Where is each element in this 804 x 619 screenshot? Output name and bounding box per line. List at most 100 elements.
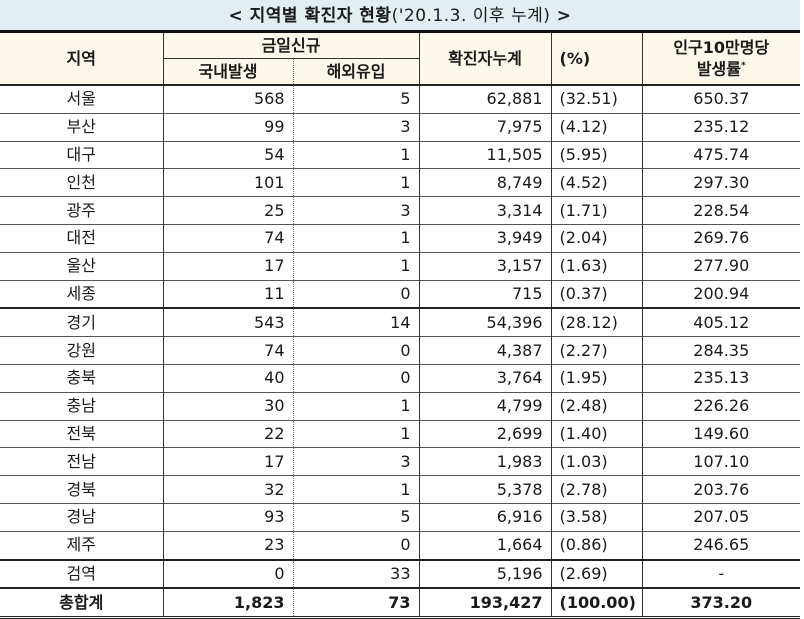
table-row: 인천 101 1 8,749 (4.52) 297.30	[0, 168, 801, 197]
cell-domestic: 568	[162, 83, 294, 114]
cell-region: 경남	[0, 502, 164, 532]
cell-overseas: 5	[292, 502, 420, 532]
cell-domestic: 74	[162, 336, 294, 365]
cell-cumulative: 6,916	[418, 502, 552, 532]
cell-domestic: 0	[162, 558, 294, 589]
cell-rate: 203.76	[641, 475, 801, 504]
cell-rate: 228.54	[641, 196, 801, 225]
cell-domestic: 543	[162, 307, 294, 337]
table-row: 경북 32 1 5,378 (2.78) 203.76	[0, 475, 801, 504]
cell-percent: (1.71)	[550, 196, 643, 225]
cell-percent: (5.95)	[550, 140, 643, 169]
cell-percent: (3.58)	[550, 502, 643, 532]
cell-percent: (2.48)	[550, 391, 643, 421]
cell-cumulative: 8,749	[418, 168, 552, 197]
cell-region: 검역	[0, 558, 164, 589]
cell-percent: (32.51)	[550, 83, 643, 114]
cell-cumulative: 2,699	[418, 419, 552, 448]
cell-percent: (1.95)	[550, 363, 643, 393]
cell-region: 전남	[0, 447, 164, 476]
cell-rate: 246.65	[641, 530, 801, 560]
cell-cumulative: 62,881	[418, 83, 552, 114]
table-row: 서울 568 5 62,881 (32.51) 650.37	[0, 83, 801, 114]
cell-region: 인천	[0, 168, 164, 197]
cell-region: 충북	[0, 363, 164, 393]
cell-cumulative: 1,664	[418, 530, 552, 560]
cell-rate: 235.12	[641, 112, 801, 142]
cell-rate: -	[641, 558, 801, 589]
cell-domestic: 1,823	[162, 587, 294, 619]
cell-domestic: 11	[162, 279, 294, 309]
cell-cumulative: 5,378	[418, 475, 552, 504]
cell-overseas: 33	[292, 558, 420, 589]
header-cumulative: 확진자누계	[418, 30, 552, 85]
table-row: 부산 99 3 7,975 (4.12) 235.12	[0, 112, 801, 142]
cell-overseas: 1	[292, 223, 420, 253]
footnote-marker: *	[740, 60, 746, 71]
cell-region: 강원	[0, 336, 164, 365]
header-rate-line1: 인구10만명당	[673, 37, 770, 57]
cell-region: 제주	[0, 530, 164, 560]
cell-overseas: 3	[292, 196, 420, 225]
table-row: 검역 0 33 5,196 (2.69) -	[0, 558, 801, 589]
header-new-today: 금일신규	[162, 30, 420, 59]
cell-percent: (2.78)	[550, 475, 643, 504]
cell-overseas: 73	[292, 587, 420, 619]
table-row: 경기 543 14 54,396 (28.12) 405.12	[0, 307, 801, 337]
cell-overseas: 1	[292, 140, 420, 169]
cell-percent: (2.69)	[550, 558, 643, 589]
cell-cumulative: 3,764	[418, 363, 552, 393]
cell-rate: 650.37	[641, 83, 801, 114]
cell-region: 대전	[0, 223, 164, 253]
cell-cumulative: 1,983	[418, 447, 552, 476]
cell-region: 서울	[0, 83, 164, 114]
cell-rate: 207.05	[641, 502, 801, 532]
table-row: 강원 74 0 4,387 (2.27) 284.35	[0, 336, 801, 365]
cell-rate: 284.35	[641, 336, 801, 365]
cell-region: 총합계	[0, 587, 164, 619]
table-row: 대구 54 1 11,505 (5.95) 475.74	[0, 140, 801, 169]
cell-cumulative: 11,505	[418, 140, 552, 169]
cell-cumulative: 3,157	[418, 251, 552, 281]
cell-region: 전북	[0, 419, 164, 448]
total-row: 총합계 1,823 73 193,427 (100.00) 373.20	[0, 587, 801, 619]
table-row: 대전 74 1 3,949 (2.04) 269.76	[0, 223, 801, 253]
table-row: 경남 93 5 6,916 (3.58) 207.05	[0, 502, 801, 532]
cell-percent: (2.27)	[550, 336, 643, 365]
title-period: ('20.1.3. 이후 누계)	[391, 6, 551, 26]
cell-domestic: 22	[162, 419, 294, 448]
cell-overseas: 5	[292, 83, 420, 114]
cell-percent: (1.40)	[550, 419, 643, 448]
cell-rate: 297.30	[641, 168, 801, 197]
cell-rate: 200.94	[641, 279, 801, 309]
cell-rate: 277.90	[641, 251, 801, 281]
cell-domestic: 17	[162, 251, 294, 281]
cell-domestic: 93	[162, 502, 294, 532]
cell-percent: (100.00)	[550, 587, 643, 619]
cell-cumulative: 4,387	[418, 336, 552, 365]
cell-percent: (0.86)	[550, 530, 643, 560]
cell-percent: (4.52)	[550, 168, 643, 197]
cell-region: 세종	[0, 279, 164, 309]
cell-overseas: 0	[292, 363, 420, 393]
table-row: 전북 22 1 2,699 (1.40) 149.60	[0, 419, 801, 448]
cell-rate: 235.13	[641, 363, 801, 393]
header-region: 지역	[0, 30, 164, 85]
cell-region: 부산	[0, 112, 164, 142]
cell-region: 경북	[0, 475, 164, 504]
cell-domestic: 30	[162, 391, 294, 421]
cell-domestic: 99	[162, 112, 294, 142]
cell-percent: (0.37)	[550, 279, 643, 309]
cell-domestic: 17	[162, 447, 294, 476]
cell-percent: (28.12)	[550, 307, 643, 337]
cell-percent: (2.04)	[550, 223, 643, 253]
cell-percent: (4.12)	[550, 112, 643, 142]
cell-rate: 107.10	[641, 447, 801, 476]
cell-cumulative: 193,427	[418, 587, 552, 619]
cell-overseas: 3	[292, 112, 420, 142]
cell-region: 울산	[0, 251, 164, 281]
title-suffix: >	[550, 6, 572, 26]
cell-cumulative: 4,799	[418, 391, 552, 421]
cell-overseas: 0	[292, 530, 420, 560]
cell-region: 충남	[0, 391, 164, 421]
